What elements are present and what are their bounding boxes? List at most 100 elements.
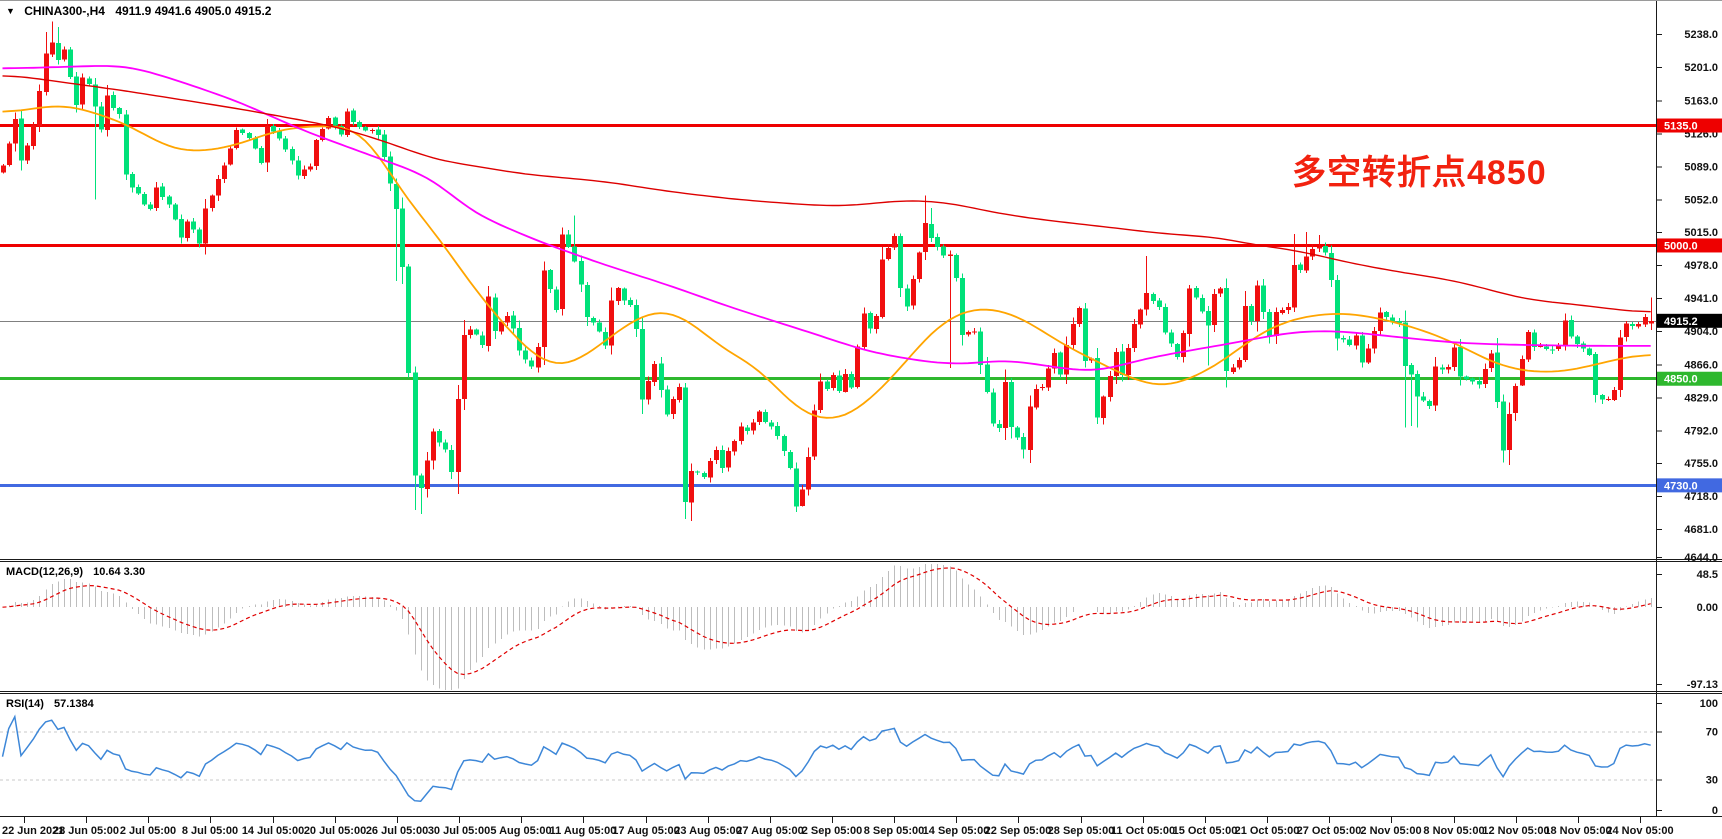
candle-body [283,138,288,150]
candle-body [985,364,990,393]
candle-body [290,148,295,161]
time-axis-label[interactable]: 22 Sep 05:00 [985,825,1052,837]
time-axis-label[interactable]: 26 Jul 05:00 [366,825,428,837]
candle-body [1569,319,1574,337]
candle-body [167,196,172,205]
candle-body [782,435,787,452]
candle-body [462,335,467,399]
candle-body [1624,323,1629,338]
candle-body [240,129,245,133]
time-axis-label[interactable]: 22 Jun 2021 [2,825,64,837]
candle-body [862,313,867,347]
candle-body [1483,368,1488,385]
candle-body [1095,357,1100,418]
time-axis-label[interactable]: 15 Oct 05:00 [1173,825,1238,837]
time-axis-label[interactable]: 30 Jul 05:00 [428,825,490,837]
time-axis-label[interactable]: 27 Oct 05:00 [1297,825,1362,837]
rsi-panel[interactable] [0,714,1656,802]
candle-body [1593,354,1598,396]
candle-body [622,288,627,301]
price-axis[interactable]: 5238.05201.05163.05126.05089.05052.05015… [1656,29,1722,817]
candle-body [708,461,713,478]
candle-body [357,122,362,127]
time-axis-label[interactable]: 24 Nov 05:00 [1606,825,1673,837]
candle-body [419,475,424,489]
price-level-badge-label: 5000.0 [1664,240,1698,252]
time-axis-label[interactable]: 28 Sep 05:00 [1048,825,1115,837]
candle-body [874,316,879,329]
time-axis-label[interactable]: 2 Jul 05:00 [120,825,176,837]
rsi-value: 57.1384 [53,698,94,710]
candle-body [443,442,448,450]
candle-body [757,411,762,423]
candle-body [1274,312,1279,337]
main-price-panel[interactable] [0,21,1656,521]
candle-body [1304,256,1309,271]
candle-body [197,229,202,244]
candle-body [308,166,313,170]
time-axis-label[interactable]: 21 Oct 05:00 [1235,825,1300,837]
time-axis-label[interactable]: 11 Aug 05:00 [550,825,617,837]
candle-body [935,237,940,247]
time-axis-label[interactable]: 18 Nov 05:00 [1544,825,1611,837]
candle-body [800,489,805,507]
time-axis-label[interactable]: 27 Aug 05:00 [736,825,803,837]
candle-body [1261,285,1266,312]
macd-panel[interactable] [2,564,1652,690]
time-axis-label[interactable]: 17 Aug 05:00 [612,825,679,837]
candle-body [954,255,959,278]
time-axis-label[interactable]: 8 Nov 05:00 [1423,825,1484,837]
candle-body [62,49,67,60]
candle-body [1187,288,1192,334]
candle-body [203,208,208,244]
candle-body [74,76,79,106]
time-axis-label[interactable]: 28 Jun 05:00 [53,825,119,837]
time-axis-label[interactable]: 8 Sep 05:00 [864,825,925,837]
candle-body [1071,324,1076,345]
candle-body [1243,305,1248,361]
candle-body [1390,317,1395,322]
candle-body [1317,246,1322,249]
candle-body [302,169,307,176]
time-axis-label[interactable]: 8 Jul 05:00 [182,825,238,837]
candle-body [671,399,676,414]
candle-body [1458,347,1463,377]
time-axis-label[interactable]: 2 Nov 05:00 [1360,825,1421,837]
time-axis-label[interactable]: 14 Jul 05:00 [242,825,304,837]
candle-body [314,140,319,167]
time-axis-label[interactable]: 12 Nov 05:00 [1482,825,1549,837]
time-axis-label[interactable]: 11 Oct 05:00 [1111,825,1175,837]
candle-body [585,284,590,318]
candle-body [333,117,338,126]
price-axis-label: 4829.0 [1684,392,1718,404]
candle-body [1292,265,1297,308]
rsi-name: RSI(14) [6,698,44,710]
time-axis-label[interactable]: 23 Aug 05:00 [674,825,741,837]
chart-annotation-text: 多空转折点4850 [1292,154,1547,192]
candle-body [437,430,442,443]
candle-body [1003,381,1008,428]
candle-body [234,129,239,148]
time-axis-label[interactable]: 20 Jul 05:00 [304,825,366,837]
candle-body [326,117,331,129]
candle-body [179,218,184,238]
time-axis-label[interactable]: 14 Sep 05:00 [923,825,990,837]
candle-body [1643,317,1648,325]
candle-body [1606,399,1611,401]
candle-body [1280,310,1285,314]
time-axis-label[interactable]: 5 Aug 05:00 [490,825,551,837]
symbol-dropdown-icon[interactable]: ▼ [6,6,15,16]
candle-body [1600,394,1605,400]
candle-body [1132,323,1137,348]
candle-body [1360,335,1365,363]
candle-body [253,137,258,149]
time-axis-label[interactable]: 2 Sep 05:00 [802,825,863,837]
price-axis-label: 4866.0 [1684,360,1718,372]
candle-body [597,322,602,332]
candle-body [1649,320,1654,324]
candle-body [1563,320,1568,346]
candle-body [683,387,688,502]
